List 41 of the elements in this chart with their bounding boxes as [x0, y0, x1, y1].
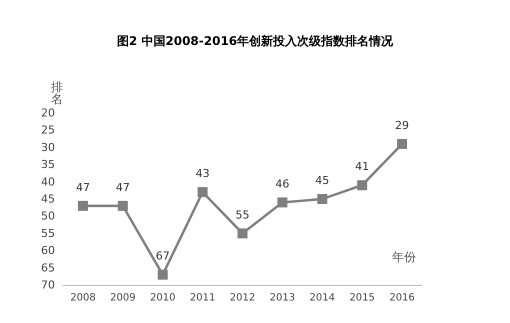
- x-tick-label: 2014: [310, 292, 336, 304]
- y-tick-label: 55: [41, 226, 55, 240]
- data-label: 67: [156, 250, 170, 263]
- point: [357, 180, 368, 190]
- y-tick-label: 30: [41, 140, 55, 154]
- point: [397, 138, 408, 149]
- y-tick-label: 40: [41, 175, 55, 188]
- point: [238, 228, 248, 238]
- chart-title: 图2 中国2008-2016年创新投入次级指数排名情况: [116, 34, 394, 48]
- x-tick-label: 2016: [389, 292, 415, 304]
- data-label: 45: [315, 174, 330, 187]
- point: [277, 197, 288, 208]
- y-axis-title: 排名: [51, 80, 63, 106]
- point: [118, 200, 128, 211]
- x-tick-label: 2015: [349, 292, 375, 304]
- data-label: 55: [236, 208, 250, 222]
- y-tick-label: 25: [41, 124, 55, 137]
- data-label: 46: [275, 177, 290, 190]
- y-tick-label: 60: [41, 244, 55, 258]
- y-tick-label: 50: [41, 210, 55, 223]
- x-axis-title: 年份: [392, 250, 416, 264]
- x-tick-label: 2010: [150, 292, 176, 304]
- x-tick-label: 2011: [190, 292, 216, 304]
- data-label: 47: [76, 180, 90, 194]
- x-tick-label: 2009: [110, 292, 136, 304]
- x-tick-label: 2012: [230, 292, 256, 304]
- data-label: 29: [395, 118, 410, 132]
- data-label: 43: [196, 167, 210, 180]
- y-tick-label: 70: [41, 278, 55, 292]
- y-tick-label: 20: [41, 106, 55, 120]
- point: [317, 194, 328, 204]
- data-label: 41: [355, 160, 370, 174]
- point: [158, 270, 168, 280]
- x-tick-label: 2008: [70, 292, 96, 304]
- point: [78, 200, 88, 211]
- y-tick-label: 35: [41, 158, 55, 172]
- x-tick-label: 2013: [270, 292, 296, 304]
- data-label: 47: [116, 180, 130, 194]
- y-tick-label: 45: [41, 192, 55, 206]
- point: [198, 187, 208, 198]
- y-tick-label: 65: [41, 261, 55, 274]
